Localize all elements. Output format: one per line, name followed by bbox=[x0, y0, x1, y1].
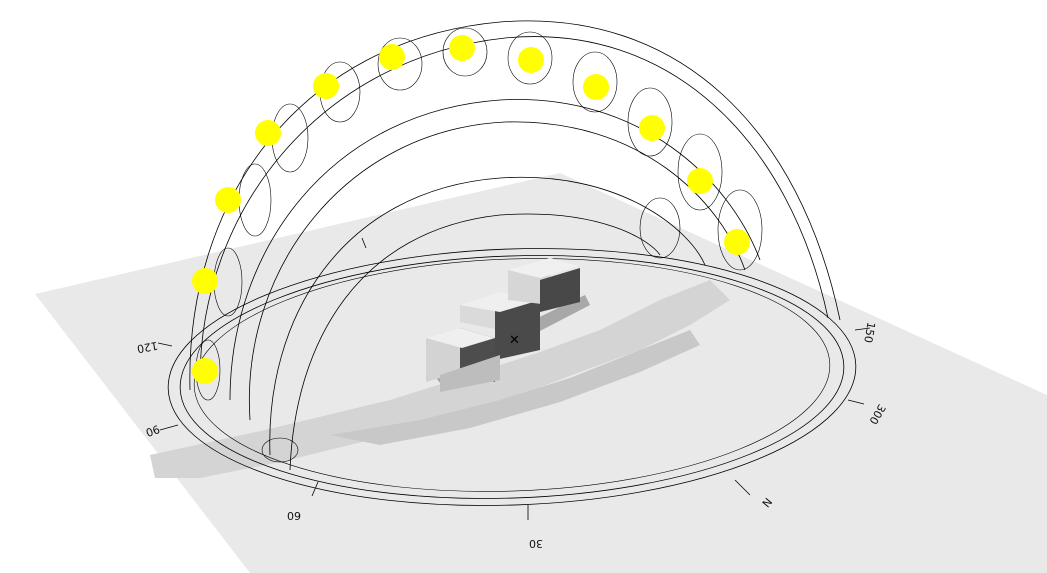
compass-label-60: 60 bbox=[287, 509, 301, 522]
compass-rings bbox=[157, 237, 871, 520]
building-model bbox=[426, 258, 590, 392]
origin-marker: ✕ bbox=[509, 333, 520, 348]
compass-label-90: 90 bbox=[144, 422, 162, 439]
sun-position-marker bbox=[192, 268, 218, 294]
sun-position-marker bbox=[313, 73, 339, 99]
sun-position-marker bbox=[192, 358, 218, 384]
sun-position-marker bbox=[518, 47, 544, 73]
sun-positions bbox=[192, 35, 750, 384]
building-shadow bbox=[150, 280, 730, 478]
compass-label-30: 30 bbox=[529, 537, 543, 550]
sun-position-marker bbox=[379, 44, 405, 70]
sun-position-marker bbox=[255, 120, 281, 146]
compass-label-120: 120 bbox=[136, 339, 159, 355]
sun-position-marker bbox=[215, 187, 241, 213]
sun-position-marker bbox=[639, 115, 665, 141]
sun-position-marker bbox=[449, 35, 475, 61]
sun-position-marker bbox=[583, 74, 609, 100]
sun-position-marker bbox=[724, 229, 750, 255]
sun-position-marker bbox=[687, 168, 713, 194]
compass-label-300: 150 bbox=[861, 321, 877, 344]
